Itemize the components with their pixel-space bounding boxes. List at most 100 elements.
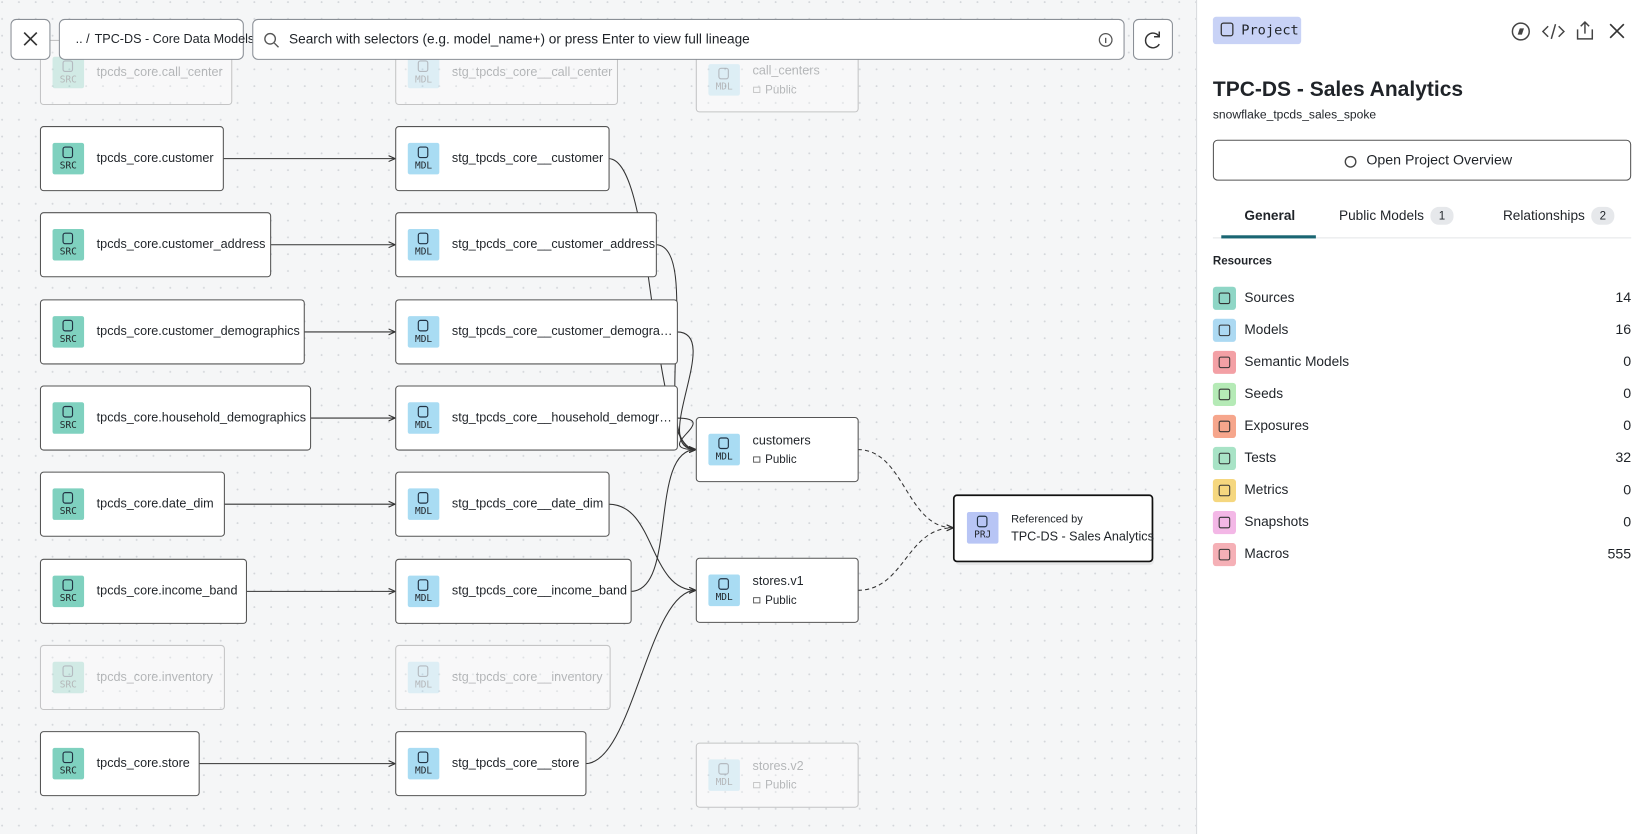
node-box[interactable] bbox=[695, 417, 859, 483]
project-node[interactable]: PRJ Referenced by TPC-DS - Sales Analytics bbox=[952, 494, 1155, 566]
node-badge bbox=[407, 575, 440, 608]
lineage-node[interactable]: SRC tpcds_core.inventory bbox=[39, 644, 225, 711]
lineage-node[interactable]: MDL customers Public bbox=[695, 417, 859, 483]
node-box[interactable] bbox=[952, 494, 1154, 563]
resource-icon bbox=[1212, 446, 1236, 471]
node-badge-label: SRC bbox=[60, 160, 77, 171]
node-box[interactable] bbox=[695, 557, 859, 623]
node-badge-label: SRC bbox=[60, 593, 77, 604]
node-box[interactable] bbox=[395, 299, 678, 365]
node-box[interactable] bbox=[395, 471, 610, 537]
tab-label[interactable]: General bbox=[1244, 208, 1295, 223]
node-box[interactable] bbox=[39, 644, 225, 711]
tab-count-badge bbox=[1591, 206, 1615, 225]
node-box[interactable] bbox=[39, 299, 305, 365]
lineage-node[interactable]: SRC tpcds_core.store bbox=[39, 731, 200, 797]
node-badge bbox=[52, 228, 85, 261]
resource-glyph bbox=[1218, 484, 1231, 497]
node-box[interactable] bbox=[39, 212, 272, 278]
resource-icon bbox=[1212, 414, 1236, 439]
node-badge bbox=[407, 488, 440, 520]
node-box[interactable] bbox=[395, 558, 632, 624]
resource-glyph bbox=[1218, 388, 1231, 401]
lineage-node[interactable]: SRC tpcds_core.income_band bbox=[39, 558, 247, 624]
node-badge bbox=[52, 575, 85, 608]
node-box[interactable] bbox=[395, 644, 611, 711]
node-icon bbox=[62, 146, 74, 159]
node-icon bbox=[62, 751, 74, 764]
lineage-node[interactable]: MDL stg_tpcds_core__household_demogr… bbox=[395, 385, 678, 451]
node-badge bbox=[52, 142, 85, 175]
node-box[interactable] bbox=[39, 126, 224, 192]
lineage-node[interactable]: MDL stg_tpcds_core__customer_demogra… bbox=[395, 299, 678, 365]
lineage-node[interactable]: SRC tpcds_core.household_demographics bbox=[39, 385, 312, 451]
close-panel-icon[interactable] bbox=[1609, 23, 1625, 39]
node-badge-label: SRC bbox=[60, 679, 77, 690]
node-icon bbox=[417, 665, 429, 678]
node-box[interactable] bbox=[395, 731, 587, 797]
node-badge bbox=[708, 433, 740, 466]
node-box[interactable] bbox=[695, 742, 859, 808]
node-badge-label: SRC bbox=[60, 334, 77, 345]
open-overview-button[interactable] bbox=[1212, 139, 1632, 181]
node-label: tpcds_core.customer_address bbox=[97, 237, 266, 251]
explore-icon[interactable] bbox=[1511, 22, 1530, 41]
search-placeholder: Search with selectors (e.g. model_name+)… bbox=[289, 32, 750, 47]
lineage-node[interactable]: MDL call_centers Public bbox=[695, 47, 859, 113]
refresh-button[interactable] bbox=[1133, 18, 1173, 60]
node-label: customers bbox=[753, 433, 811, 447]
search-icon bbox=[264, 32, 277, 45]
lineage-node[interactable]: MDL stg_tpcds_core__income_band bbox=[395, 558, 632, 624]
lineage-edge bbox=[676, 331, 696, 450]
node-box[interactable] bbox=[39, 731, 200, 797]
lineage-node[interactable]: MDL stg_tpcds_core__customer bbox=[395, 126, 610, 192]
share-icon[interactable] bbox=[1576, 21, 1594, 40]
lineage-node[interactable]: SRC tpcds_core.customer_demographics bbox=[39, 299, 305, 365]
breadcrumb-parent[interactable]: .. bbox=[76, 32, 83, 46]
lineage-node[interactable]: MDL stg_tpcds_core__inventory bbox=[395, 644, 611, 711]
node-badge bbox=[407, 56, 440, 89]
code-icon[interactable] bbox=[1541, 23, 1565, 40]
node-label: tpcds_core.household_demographics bbox=[97, 410, 306, 424]
open-overview-label[interactable]: Open Project Overview bbox=[1366, 152, 1513, 168]
node-box[interactable] bbox=[395, 212, 657, 278]
lineage-node[interactable]: SRC tpcds_core.customer bbox=[39, 126, 224, 192]
resource-name: Models bbox=[1244, 322, 1288, 337]
node-icon bbox=[62, 232, 74, 245]
info-icon[interactable] bbox=[1098, 32, 1113, 47]
lineage-node[interactable]: MDL stg_tpcds_core__store bbox=[395, 731, 587, 797]
nodes: SRC tpcds_core.call_center SRC tpcds_core.c… bbox=[39, 39, 1155, 808]
node-box[interactable] bbox=[39, 558, 247, 624]
resource-icon bbox=[1212, 543, 1236, 567]
tab-label[interactable]: Relationships bbox=[1503, 208, 1585, 223]
search-input[interactable] bbox=[252, 18, 1125, 60]
node-caption: Referenced by bbox=[1011, 513, 1083, 525]
lineage-node[interactable]: MDL stg_tpcds_core__date_dim bbox=[395, 471, 610, 537]
resource-name: Metrics bbox=[1244, 482, 1288, 497]
node-box[interactable] bbox=[39, 471, 225, 537]
lineage-node[interactable]: MDL stores.v2 Public bbox=[695, 742, 859, 808]
node-icon bbox=[62, 319, 74, 332]
node-label: stores.v1 bbox=[753, 574, 804, 588]
lineage-node[interactable]: SRC tpcds_core.customer_address bbox=[39, 212, 272, 278]
details-panel: Project TPC-DS - Sales Analytics snowfla… bbox=[1196, 0, 1648, 834]
lineage-node[interactable]: MDL stg_tpcds_core__customer_address bbox=[395, 212, 657, 278]
node-label: tpcds_core.store bbox=[97, 756, 190, 770]
node-box[interactable] bbox=[39, 385, 312, 451]
resource-glyph bbox=[1218, 452, 1231, 465]
resource-count: 32 bbox=[1615, 450, 1631, 466]
lock-icon bbox=[753, 456, 761, 463]
lineage-node[interactable]: SRC tpcds_core.date_dim bbox=[39, 471, 225, 537]
panel-background bbox=[1196, 0, 1648, 834]
node-box[interactable] bbox=[395, 126, 610, 192]
breadcrumb[interactable] bbox=[58, 18, 244, 60]
lineage-node[interactable]: MDL stores.v1 Public bbox=[695, 557, 859, 623]
node-box[interactable] bbox=[395, 385, 678, 451]
resource-icon bbox=[1212, 318, 1236, 342]
resource-glyph bbox=[1218, 292, 1231, 305]
breadcrumb-current: TPC-DS - Core Data Models bbox=[95, 32, 255, 46]
tab-label[interactable]: Public Models bbox=[1339, 208, 1424, 223]
node-badge-label: SRC bbox=[60, 765, 77, 776]
node-label: stg_tpcds_core__inventory bbox=[452, 670, 603, 684]
